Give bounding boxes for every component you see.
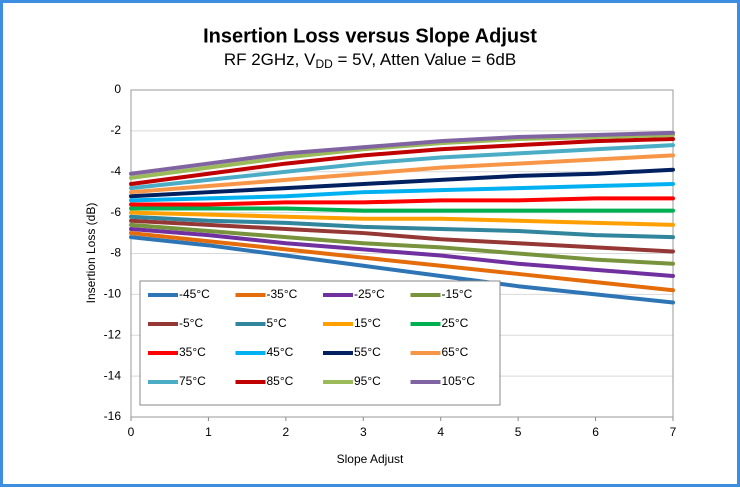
series-line	[129, 210, 675, 227]
legend-label: 35°C	[179, 345, 206, 359]
legend-box	[139, 280, 501, 406]
legend-label: -5°C	[179, 316, 203, 330]
y-tick-label: -10	[104, 287, 122, 301]
legend-label: 25°C	[442, 316, 469, 330]
y-axis-label: Insertion Loss (dB)	[84, 203, 98, 304]
legend-label: 65°C	[442, 345, 469, 359]
series-line	[129, 231, 675, 293]
series-line	[129, 235, 675, 305]
y-tick-label: -2	[110, 123, 121, 137]
legend-label: 15°C	[354, 316, 381, 330]
series-line	[129, 182, 675, 203]
legend-label: 105°C	[442, 374, 476, 388]
x-tick-label: 1	[205, 425, 212, 439]
x-tick-label: 4	[437, 425, 444, 439]
x-tick-label: 0	[128, 425, 135, 439]
series-line	[129, 132, 675, 180]
series-line	[129, 222, 675, 266]
series-line	[129, 130, 675, 176]
series-line	[129, 218, 675, 254]
legend-label: 5°C	[267, 316, 287, 330]
x-tick-label: 3	[360, 425, 367, 439]
chart-title: Insertion Loss versus Slope Adjust	[203, 25, 537, 47]
chart-subtitle: RF 2GHz, VDD = 5V, Atten Value = 6dB	[224, 50, 516, 71]
y-tick-label: -4	[110, 164, 121, 178]
series-line	[129, 167, 675, 199]
subtitle-part: RF 2GHz, V	[224, 50, 316, 69]
series-line	[129, 206, 675, 213]
x-tick-label: 2	[283, 425, 290, 439]
y-tick-label: -16	[104, 409, 122, 423]
legend-label: 95°C	[354, 374, 381, 388]
legend-label: -15°C	[442, 287, 473, 301]
legend-label: 45°C	[267, 345, 294, 359]
legend-label: -25°C	[354, 287, 385, 301]
y-tick-label: -6	[110, 205, 121, 219]
series-line	[129, 153, 675, 195]
legend-label: 75°C	[179, 374, 206, 388]
plot-area	[130, 89, 674, 418]
subtitle-part: = 5V, Atten Value = 6dB	[333, 50, 516, 69]
legend-label: 55°C	[354, 345, 381, 359]
legend-label: -35°C	[267, 287, 298, 301]
legend-label: -45°C	[179, 287, 210, 301]
subtitle-subscript: DD	[315, 57, 333, 71]
legend-label: 85°C	[267, 374, 294, 388]
series-line	[129, 137, 675, 187]
series-line	[129, 226, 675, 278]
series-line	[129, 143, 675, 191]
y-tick-label: 0	[114, 82, 121, 96]
y-tick-label: -8	[110, 246, 121, 260]
x-tick-label: 7	[670, 425, 677, 439]
x-tick-label: 5	[515, 425, 522, 439]
series-line	[129, 214, 675, 240]
y-tick-label: -14	[104, 368, 122, 382]
series-line	[129, 196, 675, 207]
y-tick-label: -12	[104, 327, 122, 341]
x-axis-label: Slope Adjust	[337, 452, 404, 466]
x-tick-label: 6	[592, 425, 599, 439]
